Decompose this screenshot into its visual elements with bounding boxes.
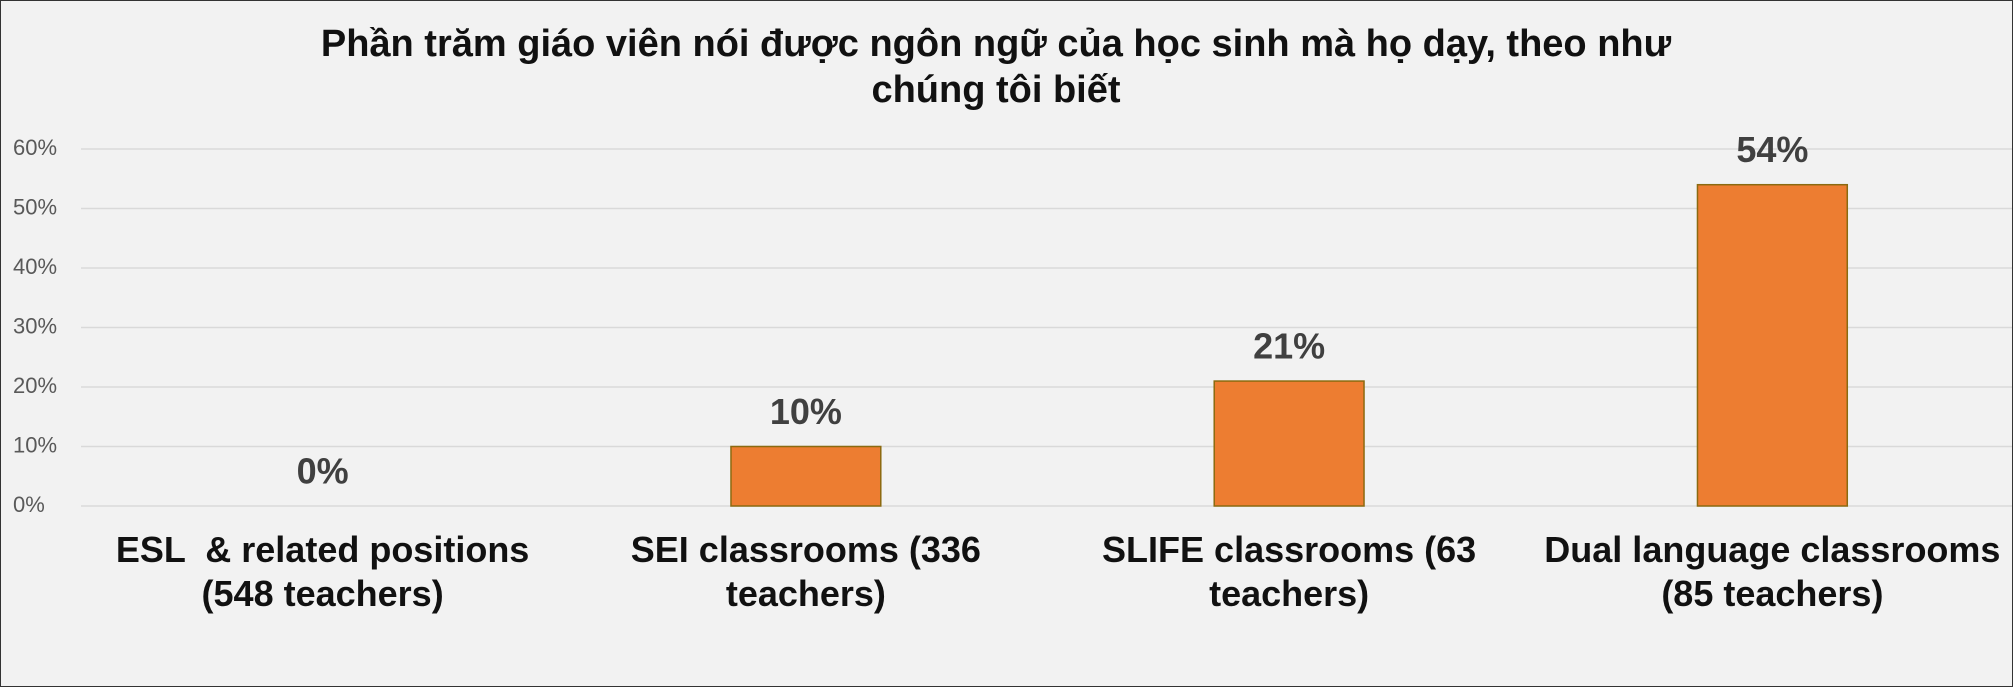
bar	[730, 445, 882, 507]
bar	[1696, 183, 1849, 507]
bar	[1213, 380, 1365, 507]
y-tick-label: 10%	[13, 432, 57, 457]
x-tick-label: Dual language classrooms (85 teachers)	[1544, 529, 2011, 614]
x-tick-label: ESL & related positions (548 teachers)	[115, 529, 540, 614]
data-label: 10%	[770, 391, 842, 432]
y-tick-label: 40%	[13, 254, 57, 279]
y-tick-label: 50%	[13, 194, 57, 219]
chart-title: Phần trăm giáo viên nói được ngôn ngữ củ…	[320, 23, 1672, 111]
data-label: 54%	[1736, 129, 1808, 170]
x-tick-label: SEI classrooms (336 teachers)	[630, 529, 991, 614]
y-tick-label: 30%	[13, 313, 57, 338]
x-tick-label: SLIFE classrooms (63 teachers)	[1102, 529, 1487, 614]
y-tick-label: 20%	[13, 373, 57, 398]
data-label: 21%	[1253, 326, 1325, 367]
y-tick-label: 0%	[13, 492, 45, 517]
data-label: 0%	[297, 451, 349, 492]
y-tick-label: 60%	[13, 135, 57, 160]
